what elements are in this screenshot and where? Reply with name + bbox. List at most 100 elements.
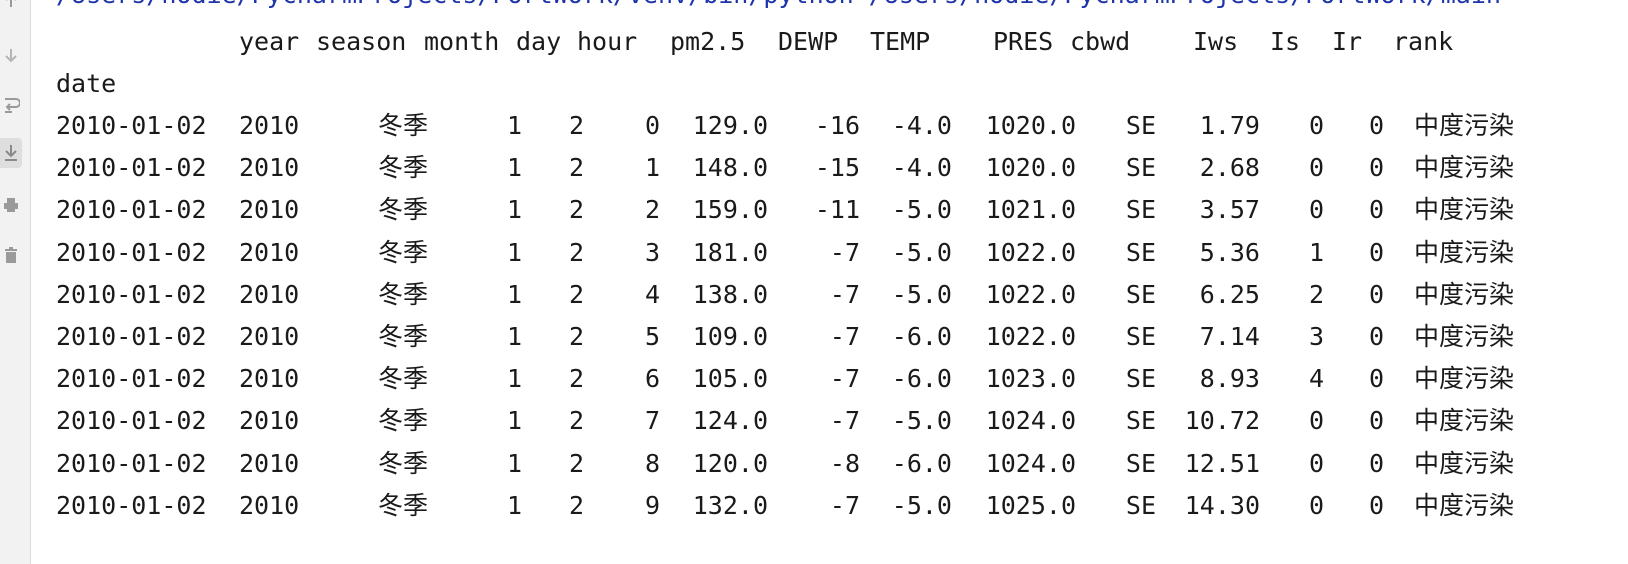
cell-iws: 2.68	[1199, 153, 1260, 183]
cell-pres: 1020.0	[985, 153, 1076, 183]
down-arrow-icon[interactable]	[0, 40, 22, 70]
cell-season: 冬季	[378, 364, 429, 394]
cell-temp: -4.0	[891, 111, 952, 140]
table-row: 2010-01-02 2010 冬季 1 2 8 120.0 -8 -6.0 1024.0 SE 12…	[56, 444, 1628, 484]
trash-icon[interactable]	[0, 240, 22, 270]
cell-season: 冬季	[378, 322, 429, 351]
cell-temp: -5.0	[891, 406, 952, 436]
cell-day: 2	[568, 406, 584, 436]
cell-is: 0	[1308, 490, 1324, 520]
cell-year: 2010	[239, 195, 300, 225]
up-arrow-icon[interactable]	[0, 0, 22, 16]
cell-date: 2010-01-02	[56, 111, 207, 140]
col-header-month: month	[424, 27, 500, 56]
cell-pm25: 129.0	[692, 111, 768, 140]
cell-date: 2010-01-02	[56, 490, 207, 520]
cell-ir: 0	[1368, 322, 1384, 351]
cell-date: 2010-01-02	[56, 322, 207, 351]
cell-cbwd: SE	[1125, 448, 1156, 478]
cell-hour: 6	[644, 364, 660, 394]
cell-rank: 中度污染	[1414, 279, 1515, 309]
cell-day: 2	[568, 111, 584, 140]
cell-ir: 0	[1368, 153, 1384, 183]
cell-cbwd: SE	[1125, 322, 1156, 351]
cell-pm25: 105.0	[692, 364, 768, 394]
cell-rank: 中度污染	[1414, 237, 1515, 267]
cell-season: 冬季	[378, 237, 429, 267]
run-command-line: /Users/nodie/PycharmProjects/PortWork/ve…	[56, 0, 1501, 9]
cell-rank: 中度污染	[1414, 322, 1515, 351]
cell-pres: 1021.0	[985, 195, 1076, 225]
cell-season: 冬季	[378, 279, 429, 309]
cell-season: 冬季	[378, 111, 429, 140]
cell-temp: -4.0	[891, 153, 952, 183]
table-header-row: year season month day hour pm2.5 DEWP TE…	[56, 22, 1628, 62]
cell-hour: 4	[644, 279, 660, 309]
cell-temp: -6.0	[891, 364, 952, 394]
print-icon[interactable]	[0, 190, 22, 220]
cell-day: 2	[568, 195, 584, 225]
cell-temp: -6.0	[891, 322, 952, 351]
cell-is: 1	[1308, 237, 1324, 267]
cell-pm25: 132.0	[692, 490, 768, 520]
cell-cbwd: SE	[1125, 111, 1156, 140]
cell-dewp: -11	[814, 195, 860, 225]
cell-month: 1	[506, 364, 522, 394]
cell-year: 2010	[239, 237, 300, 267]
cell-pres: 1022.0	[985, 322, 1076, 351]
table-row: 2010-01-02 2010 冬季 1 2 6 105.0 -7 -6.0 1023.0 SE 8.…	[56, 359, 1628, 399]
cell-dewp: -7	[829, 322, 860, 351]
cell-date: 2010-01-02	[56, 364, 207, 394]
cell-pm25: 159.0	[692, 195, 768, 225]
cell-day: 2	[568, 490, 584, 520]
cell-day: 2	[568, 364, 584, 394]
cell-temp: -5.0	[891, 279, 952, 309]
table-row: 2010-01-02 2010 冬季 1 2 9 132.0 -7 -5.0 1025.0 SE 14…	[56, 486, 1628, 526]
cell-dewp: -7	[829, 490, 860, 520]
cell-date: 2010-01-02	[56, 153, 207, 183]
console-output: /Users/nodie/PycharmProjects/PortWork/ve…	[56, 0, 1628, 564]
cell-pres: 1023.0	[985, 364, 1076, 394]
cell-ir: 0	[1368, 406, 1384, 436]
cell-is: 3	[1308, 322, 1324, 351]
cell-is: 0	[1308, 448, 1324, 478]
cell-cbwd: SE	[1125, 153, 1156, 183]
cell-rank: 中度污染	[1414, 448, 1515, 478]
cell-year: 2010	[239, 322, 300, 351]
cell-dewp: -7	[829, 406, 860, 436]
index-name: date	[56, 69, 117, 98]
cell-iws: 3.57	[1199, 195, 1260, 225]
table-row: 2010-01-02 2010 冬季 1 2 1 148.0 -15 -4.0 1020.0 SE 2…	[56, 148, 1628, 188]
cell-month: 1	[506, 448, 522, 478]
cell-year: 2010	[239, 279, 300, 309]
cell-day: 2	[568, 279, 584, 309]
cell-month: 1	[506, 279, 522, 309]
cell-cbwd: SE	[1125, 490, 1156, 520]
cell-date: 2010-01-02	[56, 279, 207, 309]
cell-season: 冬季	[378, 153, 429, 183]
table-row: 2010-01-02 2010 冬季 1 2 2 159.0 -11 -5.0 1021.0 SE 3…	[56, 190, 1628, 230]
cell-ir: 0	[1368, 195, 1384, 225]
cell-pres: 1022.0	[985, 279, 1076, 309]
cell-season: 冬季	[378, 490, 429, 520]
cell-is: 0	[1308, 153, 1324, 183]
table-row: 2010-01-02 2010 冬季 1 2 3 181.0 -7 -5.0 1022.0 SE 5.…	[56, 233, 1628, 273]
cell-cbwd: SE	[1125, 364, 1156, 394]
cell-month: 1	[506, 490, 522, 520]
cell-temp: -6.0	[891, 448, 952, 478]
scroll-to-end-icon[interactable]	[0, 138, 22, 168]
cell-rank: 中度污染	[1414, 490, 1515, 520]
col-header-dewp: DEWP	[778, 27, 839, 56]
col-header-season: season	[316, 27, 407, 56]
cell-day: 2	[568, 237, 584, 267]
cell-pres: 1025.0	[985, 490, 1076, 520]
cell-hour: 5	[644, 322, 660, 351]
cell-iws: 6.25	[1199, 279, 1260, 309]
soft-wrap-icon[interactable]	[0, 90, 22, 120]
cell-hour: 1	[644, 153, 660, 183]
cell-is: 2	[1308, 279, 1324, 309]
cell-hour: 8	[644, 448, 660, 478]
cell-pres: 1020.0	[985, 111, 1076, 140]
cell-cbwd: SE	[1125, 195, 1156, 225]
cell-date: 2010-01-02	[56, 237, 207, 267]
